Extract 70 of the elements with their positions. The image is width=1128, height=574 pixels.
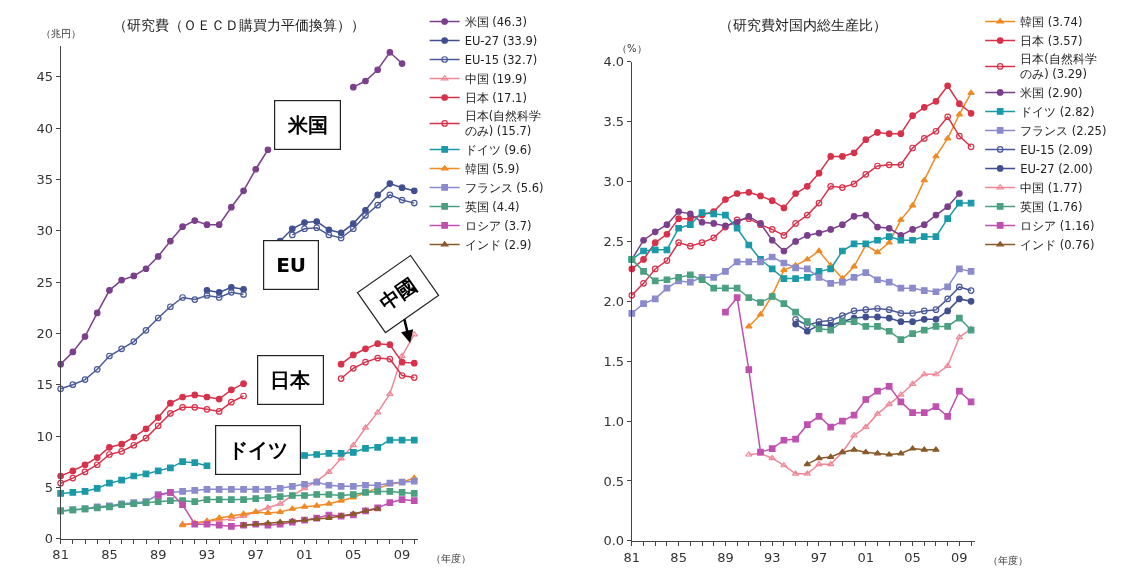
y-tick-label: 1.0 xyxy=(603,413,625,429)
y-tick-label: 0.0 xyxy=(603,533,625,549)
legend-label: ドイツ (9.6) xyxy=(464,142,532,157)
legend-label: 米国 (2.90) xyxy=(1020,85,1083,100)
y-tick-label: 3.5 xyxy=(603,114,625,130)
legend-label: インド (2.9) xyxy=(464,237,532,252)
x-tick-label: 05 xyxy=(904,549,921,565)
y-tick-label: 15 xyxy=(36,377,53,393)
legend-label: 英国 (4.4) xyxy=(464,199,520,214)
y-tick-label: 0 xyxy=(44,531,53,547)
y-tick-label: 35 xyxy=(36,172,53,188)
legend-label: 中国 (19.9) xyxy=(464,71,527,86)
legend-label: 英国 (1.76) xyxy=(1020,199,1083,214)
legend-label: フランス (2.25) xyxy=(1020,123,1107,138)
y-axis-title: （%） xyxy=(617,43,647,54)
legend-label: EU-15 (32.7) xyxy=(464,52,538,67)
annotation: 日本 xyxy=(270,368,312,393)
x-tick-label: 01 xyxy=(296,547,313,563)
y-tick-label: 45 xyxy=(36,69,53,85)
legend-label: 韓国 (5.9) xyxy=(464,161,520,176)
legend-label: 米国 (46.3) xyxy=(464,14,527,29)
legend-label: EU-27 (33.9) xyxy=(464,33,538,48)
legend-label: 日本 (3.57) xyxy=(1020,33,1083,48)
legend-label: 日本(自然科学のみ) (3.29) xyxy=(1020,52,1097,82)
chart-title: （研究費対国内総生産比） xyxy=(719,17,887,33)
y-tick-label: 40 xyxy=(36,120,53,136)
annotation: ドイツ xyxy=(228,438,289,463)
legend-label: 中国 (1.77) xyxy=(1020,180,1083,195)
x-tick-label: 93 xyxy=(198,547,216,563)
x-tick-label: 09 xyxy=(951,549,968,565)
y-axis-title: （兆円） xyxy=(41,28,81,39)
y-tick-label: 20 xyxy=(36,325,53,341)
x-tick-label: 05 xyxy=(345,547,362,563)
y-tick-label: 2.0 xyxy=(603,293,625,309)
x-tick-label: 01 xyxy=(857,549,875,565)
annotation: 米国 xyxy=(287,113,329,138)
legend-label: 日本(自然科学のみ) (15.7) xyxy=(464,109,542,139)
legend-label: 日本 (17.1) xyxy=(464,90,527,105)
x-tick-label: 89 xyxy=(149,547,167,563)
x-tick-label: 97 xyxy=(247,547,265,563)
y-tick-label: 30 xyxy=(36,223,53,239)
y-tick-label: 1.5 xyxy=(603,353,625,369)
x-tick-label: 81 xyxy=(52,547,69,563)
legend-label: EU-27 (2.00) xyxy=(1020,161,1093,176)
legend-label: 韓国 (3.74) xyxy=(1020,14,1083,29)
y-tick-label: 4.0 xyxy=(603,54,625,70)
legend-label: EU-15 (2.09) xyxy=(1020,142,1093,157)
y-tick-label: 10 xyxy=(36,428,53,444)
x-tick-label: 89 xyxy=(717,549,734,565)
y-tick-label: 5 xyxy=(44,479,53,495)
legend-label: インド (0.76) xyxy=(1020,237,1095,252)
x-tick-label: 85 xyxy=(101,547,118,563)
legend-label: ドイツ (2.82) xyxy=(1020,104,1095,119)
y-tick-label: 0.5 xyxy=(603,473,625,489)
legend-label: フランス (5.6) xyxy=(464,180,544,195)
annotation: EU xyxy=(276,253,307,278)
y-tick-label: 2.5 xyxy=(603,233,625,249)
y-tick-label: 3.0 xyxy=(603,174,625,190)
x-axis-title: （年度） xyxy=(988,555,1028,566)
x-tick-label: 93 xyxy=(763,549,781,565)
y-tick-label: 25 xyxy=(36,274,53,290)
legend-label: ロシア (1.16) xyxy=(1020,218,1095,233)
x-tick-label: 81 xyxy=(623,549,641,565)
x-tick-label: 85 xyxy=(670,549,687,565)
x-axis-title: （年度） xyxy=(431,553,471,564)
x-tick-label: 09 xyxy=(393,547,411,563)
x-tick-label: 97 xyxy=(810,549,828,565)
chart-title: （研究費（ＯＥＣＤ購買力平価換算）） xyxy=(113,17,365,33)
legend-label: ロシア (3.7) xyxy=(464,218,532,233)
annotation: 中國 xyxy=(375,272,422,316)
